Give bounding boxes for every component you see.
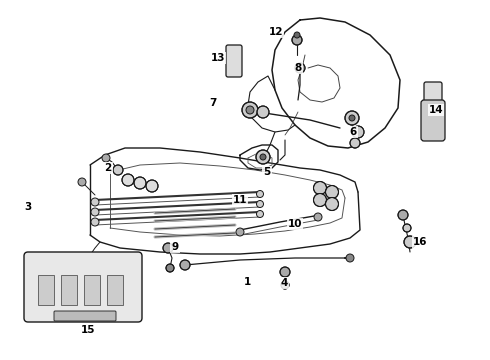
Circle shape xyxy=(314,181,326,194)
FancyBboxPatch shape xyxy=(421,100,445,141)
Text: 2: 2 xyxy=(104,163,112,173)
FancyBboxPatch shape xyxy=(226,45,242,77)
Circle shape xyxy=(346,254,354,262)
Circle shape xyxy=(281,281,289,289)
Circle shape xyxy=(256,190,264,198)
Circle shape xyxy=(146,180,158,192)
Circle shape xyxy=(256,150,270,164)
Circle shape xyxy=(292,35,302,45)
Circle shape xyxy=(134,177,146,189)
Circle shape xyxy=(404,236,416,248)
Circle shape xyxy=(325,185,339,198)
Circle shape xyxy=(280,267,290,277)
Circle shape xyxy=(236,228,244,236)
FancyBboxPatch shape xyxy=(424,82,442,110)
Circle shape xyxy=(242,102,258,118)
Circle shape xyxy=(350,138,360,148)
Circle shape xyxy=(102,154,110,162)
Text: 1: 1 xyxy=(244,277,250,287)
Circle shape xyxy=(256,201,264,207)
Circle shape xyxy=(325,198,339,211)
Circle shape xyxy=(257,106,269,118)
Circle shape xyxy=(294,32,300,38)
Circle shape xyxy=(78,178,86,186)
Circle shape xyxy=(352,126,364,138)
Bar xyxy=(84,275,100,305)
Circle shape xyxy=(91,208,99,216)
Bar xyxy=(61,275,77,305)
Text: 16: 16 xyxy=(413,237,427,247)
Text: 8: 8 xyxy=(294,63,302,73)
Text: 3: 3 xyxy=(24,202,32,212)
Circle shape xyxy=(166,264,174,272)
Text: 7: 7 xyxy=(209,98,217,108)
Circle shape xyxy=(398,210,408,220)
Text: 11: 11 xyxy=(233,195,247,205)
Circle shape xyxy=(113,165,123,175)
Circle shape xyxy=(122,174,134,186)
Circle shape xyxy=(349,115,355,121)
Circle shape xyxy=(91,198,99,206)
Bar xyxy=(38,275,54,305)
Circle shape xyxy=(314,194,326,207)
Circle shape xyxy=(163,243,173,253)
Text: 9: 9 xyxy=(172,242,178,252)
Text: 15: 15 xyxy=(81,325,95,335)
Circle shape xyxy=(314,213,322,221)
Circle shape xyxy=(180,260,190,270)
Circle shape xyxy=(256,211,264,217)
Circle shape xyxy=(295,63,305,73)
Circle shape xyxy=(91,218,99,226)
Text: 4: 4 xyxy=(280,278,288,288)
Text: 12: 12 xyxy=(269,27,283,37)
Text: 14: 14 xyxy=(429,105,443,115)
Circle shape xyxy=(403,224,411,232)
Text: 13: 13 xyxy=(211,53,225,63)
FancyBboxPatch shape xyxy=(24,252,142,322)
Circle shape xyxy=(246,106,254,114)
Text: 6: 6 xyxy=(349,127,357,137)
Bar xyxy=(107,275,123,305)
Text: 10: 10 xyxy=(288,219,302,229)
Text: 5: 5 xyxy=(264,167,270,177)
Circle shape xyxy=(345,111,359,125)
FancyBboxPatch shape xyxy=(54,311,116,321)
Circle shape xyxy=(260,154,266,160)
